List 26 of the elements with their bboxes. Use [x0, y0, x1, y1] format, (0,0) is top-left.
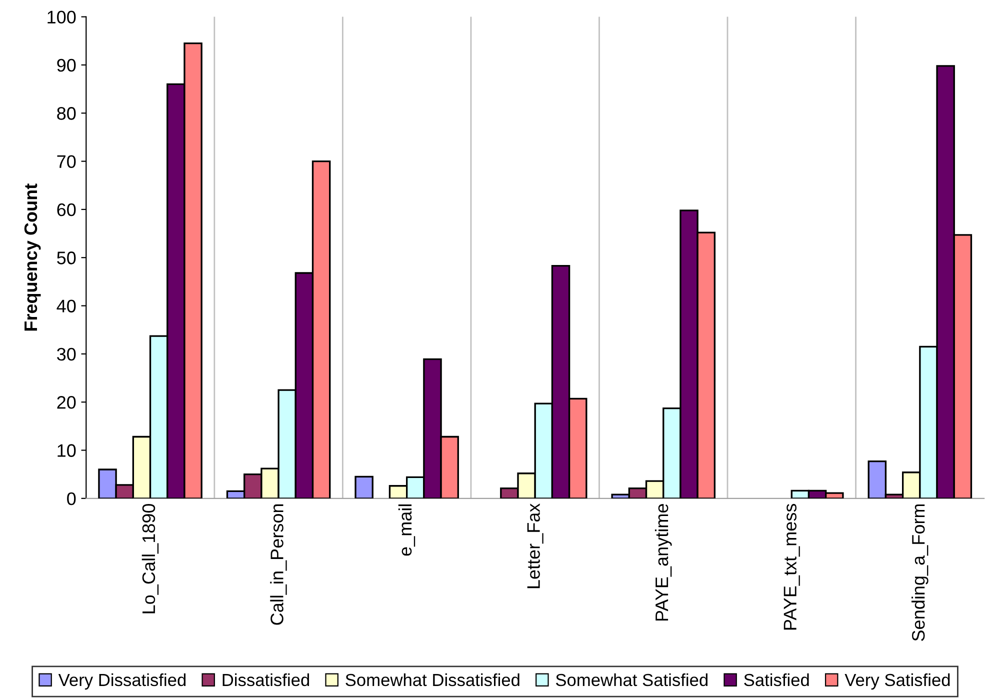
y-tick-label: 50	[57, 252, 76, 264]
legend-label: Very Satisfied	[844, 673, 950, 690]
y-tick-label: 10	[58, 444, 76, 457]
bar	[354, 476, 374, 498]
y-tick-label: 80	[57, 107, 76, 120]
legend-label: Somewhat Dissatisfied	[346, 673, 520, 686]
x-tick-label: e_mail	[398, 504, 416, 556]
legend-label: Satisfied	[744, 673, 809, 686]
x-tick-label: PAYE_txt_mess	[784, 504, 800, 630]
y-tick-label: 70	[57, 155, 76, 168]
legend-label: Very Dissatisfied	[58, 673, 186, 690]
x-tick-label: Call_in_Person	[270, 504, 287, 625]
x-tick-label: Sending_a_Form	[912, 504, 928, 641]
x-tick-label: Lo_Call_1890	[142, 504, 159, 614]
x-tick-label: PAYE_anytime	[654, 504, 672, 621]
y-tick-label: 20	[57, 396, 76, 409]
y-tick-label: 90	[57, 58, 76, 72]
x-tick-label: Letter_Fax	[527, 503, 544, 588]
legend-label: Somewhat Satisfied	[556, 673, 708, 686]
y-tick-label: 100	[48, 10, 76, 24]
legend-label: Dissatisfied	[222, 673, 310, 686]
y-tick-label: 40	[56, 300, 76, 312]
y-tick-label: 30	[57, 348, 76, 361]
y-axis-title: Frequency Count	[24, 184, 41, 331]
y-tick-label: 0	[67, 492, 76, 506]
y-tick-label: 60	[57, 203, 76, 216]
